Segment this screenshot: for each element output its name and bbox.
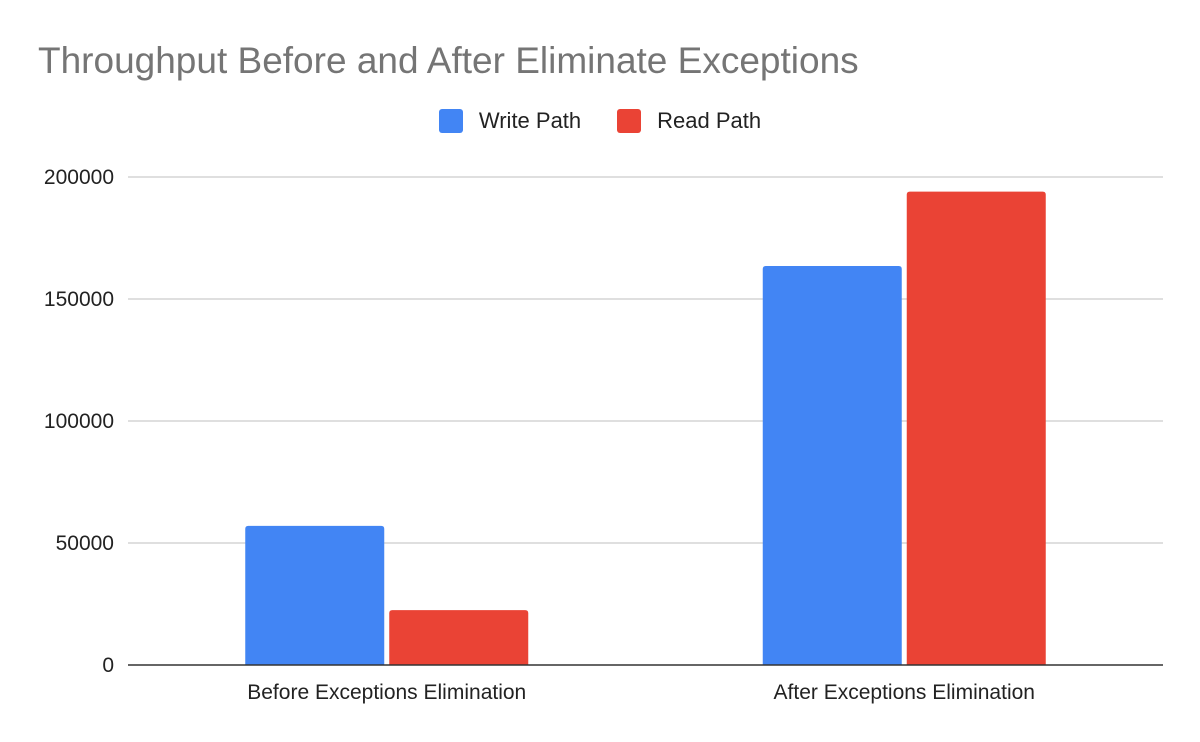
chart-title: Throughput Before and After Eliminate Ex… bbox=[38, 40, 859, 81]
bar-write-path bbox=[762, 266, 902, 665]
legend-label-write-path: Write Path bbox=[478, 108, 582, 133]
legend-item-write-path: Write Path bbox=[438, 108, 582, 134]
y-tick-label: 150000 bbox=[44, 288, 114, 311]
y-tick-label: 200000 bbox=[44, 166, 114, 189]
legend-item-read-path: Read Path bbox=[617, 108, 761, 134]
legend-label-read-path: Read Path bbox=[657, 108, 762, 133]
legend-swatch-write-path bbox=[438, 109, 463, 133]
bar-read-path bbox=[389, 610, 529, 665]
legend: Write Path Read Path bbox=[0, 108, 1200, 134]
x-tick-label: After Exceptions Elimination bbox=[774, 681, 1035, 704]
x-tick-label: Before Exceptions Elimination bbox=[247, 681, 526, 704]
bar-write-path bbox=[245, 525, 385, 665]
bar-read-path bbox=[906, 191, 1046, 665]
y-tick-label: 100000 bbox=[44, 410, 114, 433]
legend-swatch-read-path bbox=[617, 109, 642, 133]
y-tick-label: 50000 bbox=[56, 532, 114, 555]
y-tick-label: 0 bbox=[102, 654, 114, 677]
